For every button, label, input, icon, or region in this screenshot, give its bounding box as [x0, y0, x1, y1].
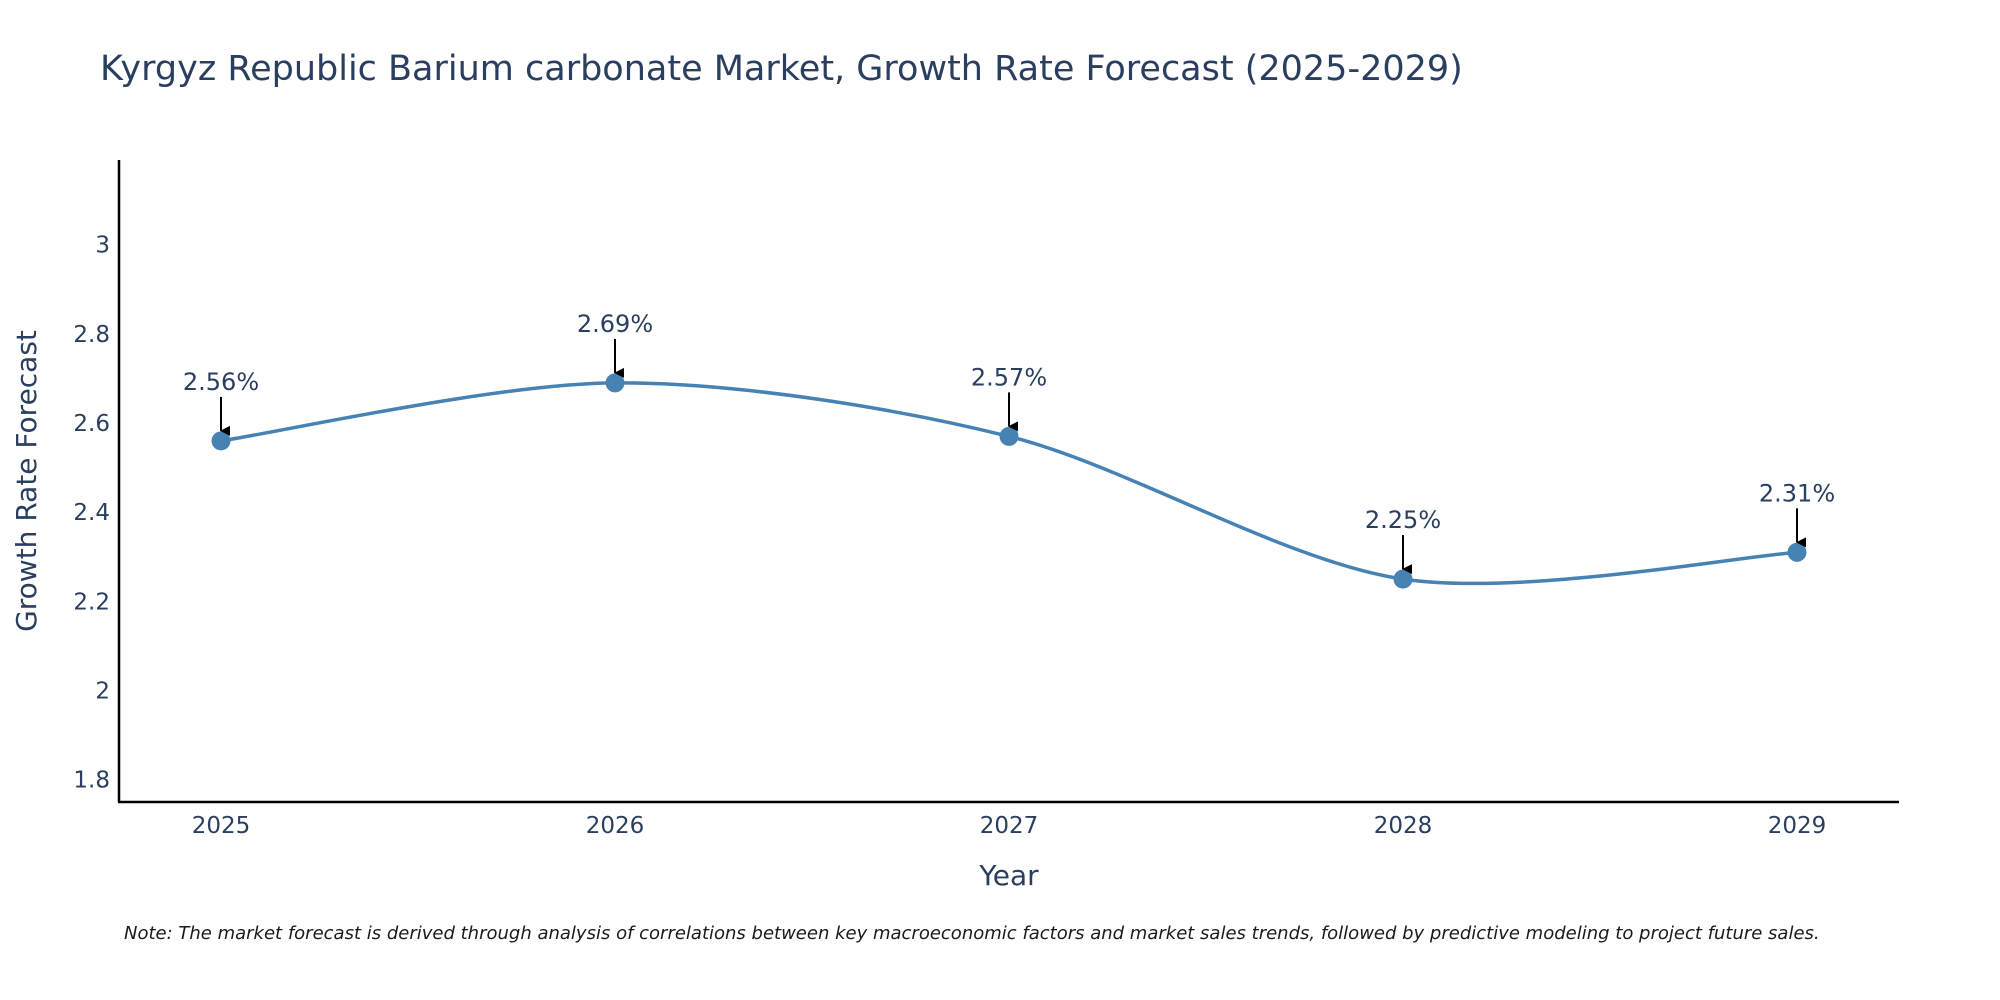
data-point [1787, 542, 1807, 562]
y-tick-label: 1.8 [73, 768, 110, 794]
chart-title: Kyrgyz Republic Barium carbonate Market,… [100, 49, 1463, 89]
y-tick-label: 3 [95, 233, 110, 259]
y-tick-label: 2.6 [73, 411, 110, 437]
data-point [211, 431, 231, 451]
y-tick-label: 2.8 [73, 322, 110, 348]
annotation-label: 2.31% [1759, 479, 1835, 507]
data-annotations: 2.56% 2.69% 2.57% 2.25% 2.31% [183, 310, 1835, 575]
x-tick-label: 2026 [586, 813, 645, 839]
data-markers [211, 373, 1807, 589]
data-point [1393, 569, 1413, 589]
x-axis-ticks: 2025 2026 2027 2028 2029 [192, 813, 1827, 839]
x-tick-label: 2027 [980, 813, 1039, 839]
x-tick-label: 2028 [1374, 813, 1433, 839]
annotation-label: 2.57% [971, 363, 1047, 391]
y-axis-title: Growth Rate Forecast [10, 330, 43, 632]
annotation-label: 2.56% [183, 368, 259, 396]
annotation-label: 2.25% [1365, 506, 1441, 534]
y-axis-ticks: 1.8 2 2.2 2.4 2.6 2.8 3 [73, 233, 110, 794]
x-tick-label: 2025 [192, 813, 251, 839]
data-point [605, 373, 625, 393]
x-axis-title: Year [978, 859, 1039, 892]
annotation-label: 2.69% [577, 310, 653, 338]
x-tick-label: 2029 [1768, 813, 1827, 839]
footnote: Note: The market forecast is derived thr… [124, 923, 1820, 944]
data-point [999, 426, 1019, 446]
y-tick-label: 2 [95, 679, 110, 705]
y-tick-label: 2.2 [73, 589, 110, 615]
y-tick-label: 2.4 [73, 500, 110, 526]
